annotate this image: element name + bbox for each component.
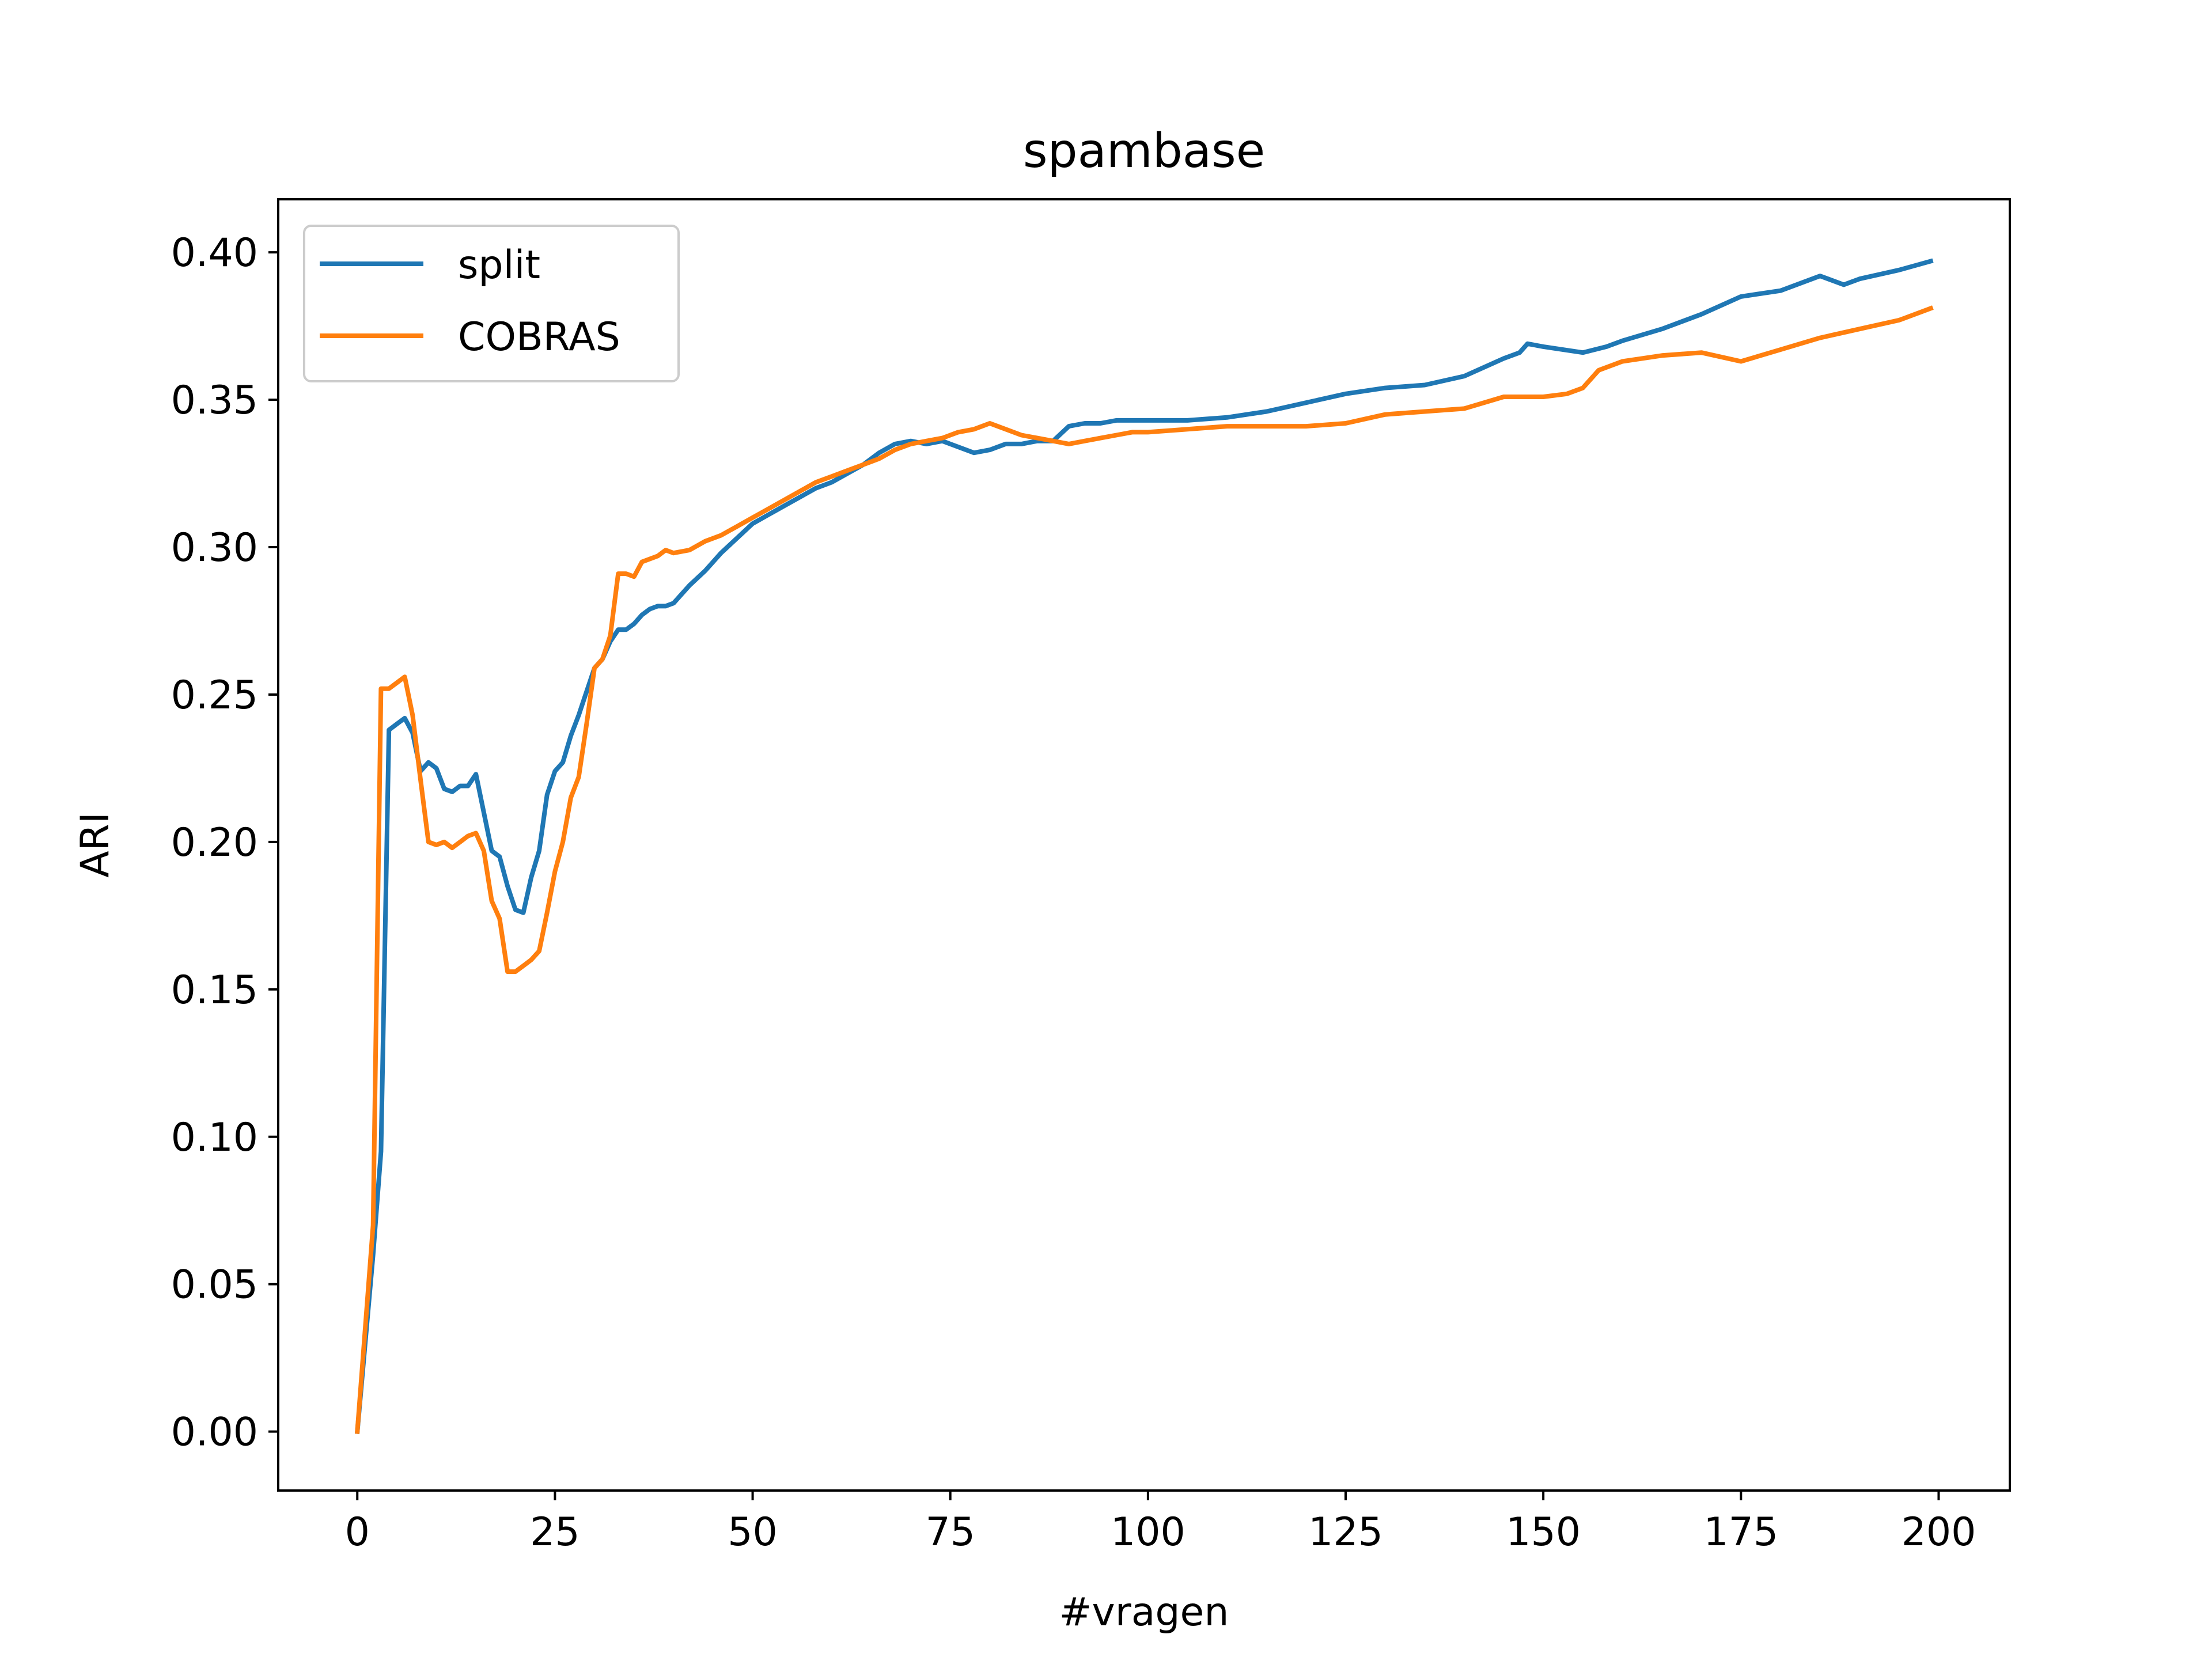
x-tick-label: 50	[728, 1510, 778, 1555]
legend-label-split: split	[458, 242, 540, 288]
x-tick-label: 100	[1111, 1510, 1185, 1555]
y-axis-label: ARI	[73, 812, 118, 878]
series-line-split	[354, 258, 1934, 1434]
legend: split COBRAS	[303, 225, 680, 382]
y-tick-label: 0.00	[171, 1410, 258, 1455]
x-tick-label: 125	[1308, 1510, 1383, 1555]
x-tick-label: 175	[1703, 1510, 1778, 1555]
y-axis: 0.00 0.05 0.10 0.15 0.20 0.25 0.30 0.35 0.40	[171, 230, 278, 1455]
series-line-cobras	[355, 305, 1934, 1434]
x-axis: 0 25 50 75 100 125 150 175 200	[345, 1491, 1976, 1555]
y-tick-label: 0.20	[171, 820, 258, 866]
x-axis-label: #vragen	[1059, 1590, 1229, 1635]
x-tick-label: 0	[345, 1510, 370, 1555]
x-tick-label: 75	[925, 1510, 975, 1555]
y-tick-label: 0.25	[171, 673, 258, 718]
y-tick-label: 0.30	[171, 525, 258, 571]
x-tick-label: 25	[530, 1510, 580, 1555]
y-tick-label: 0.05	[171, 1262, 258, 1308]
y-tick-label: 0.15	[171, 968, 258, 1013]
plot-frame	[277, 198, 2011, 1492]
y-tick-label: 0.35	[171, 378, 258, 423]
series-layer	[354, 258, 1934, 1434]
chart-title: spambase	[1023, 124, 1265, 179]
y-tick-label: 0.40	[171, 230, 258, 276]
x-tick-label: 200	[1902, 1510, 1976, 1555]
x-tick-label: 150	[1506, 1510, 1581, 1555]
legend-label-cobras: COBRAS	[458, 314, 620, 360]
y-tick-label: 0.10	[171, 1115, 258, 1161]
